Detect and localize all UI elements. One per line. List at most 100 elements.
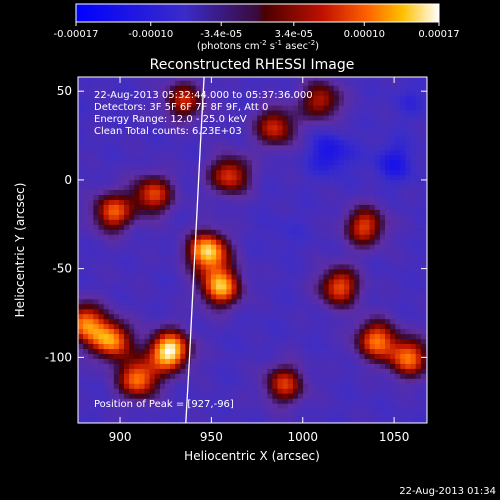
heatmap-cell	[369, 90, 376, 96]
heatmap-cell	[313, 129, 319, 136]
heatmap-cell	[354, 169, 360, 176]
heatmap-cell	[252, 209, 258, 215]
heatmap-cell	[272, 363, 278, 369]
heatmap-cell	[318, 149, 325, 156]
heatmap-cell	[272, 100, 278, 106]
heatmap-cell	[359, 388, 365, 394]
heatmap-cell	[180, 283, 186, 290]
heatmap-cell	[93, 343, 99, 349]
heatmap-cell	[369, 194, 376, 200]
heatmap-cell	[415, 229, 422, 235]
heatmap-cell	[236, 358, 243, 364]
heatmap-cell	[282, 209, 289, 215]
heatmap-cell	[328, 274, 335, 280]
heatmap-cell	[216, 169, 222, 176]
heatmap-cell	[308, 249, 314, 255]
heatmap-cell	[175, 77, 181, 81]
heatmap-cell	[159, 333, 166, 340]
heatmap-cell	[415, 278, 422, 285]
heatmap-cell	[379, 159, 386, 166]
heatmap-cell	[195, 159, 202, 166]
heatmap-cell	[149, 124, 156, 131]
heatmap-cell	[165, 100, 171, 106]
heatmap-cell	[93, 85, 99, 91]
heatmap-cell	[175, 139, 181, 146]
heatmap-cell	[328, 209, 335, 215]
heatmap-cell	[231, 408, 238, 414]
heatmap-cell	[277, 80, 284, 86]
heatmap-cell	[159, 293, 166, 300]
heatmap-cell	[216, 333, 222, 340]
heatmap-cell	[272, 85, 278, 91]
heatmap-cell	[226, 174, 232, 181]
heatmap-cell	[333, 85, 340, 91]
heatmap-cell	[124, 129, 130, 136]
heatmap-cell	[108, 204, 115, 210]
heatmap-cell	[129, 124, 135, 131]
heatmap-cell	[308, 169, 314, 176]
heatmap-cell	[221, 144, 227, 151]
heatmap-cell	[415, 274, 422, 280]
heatmap-cell	[231, 115, 238, 121]
heatmap-cell	[267, 90, 273, 96]
heatmap-cell	[144, 274, 151, 280]
heatmap-cell	[344, 353, 350, 359]
heatmap-cell	[211, 105, 217, 111]
heatmap-cell	[318, 219, 325, 225]
heatmap-cell	[175, 85, 181, 91]
heatmap-cell	[236, 95, 243, 101]
heatmap-cell	[231, 149, 238, 156]
heatmap-cell	[149, 239, 156, 245]
heatmap-cell	[216, 95, 222, 101]
heatmap-cell	[308, 214, 314, 220]
heatmap-cell	[200, 408, 207, 414]
heatmap-cell	[134, 194, 140, 200]
heatmap-cell	[282, 388, 289, 394]
heatmap-cell	[144, 224, 151, 230]
heatmap-cell	[103, 105, 110, 111]
heatmap-cell	[154, 363, 161, 369]
heatmap-cell	[349, 249, 355, 255]
heatmap-cell	[282, 154, 289, 161]
heatmap-cell	[129, 244, 135, 250]
heatmap-cell	[205, 100, 212, 106]
heatmap-cell	[313, 343, 319, 349]
heatmap-cell	[405, 383, 411, 389]
heatmap-cell	[395, 259, 401, 265]
heatmap-cell	[369, 85, 376, 91]
heatmap-cell	[236, 333, 243, 340]
plot-frame	[77, 76, 428, 424]
heatmap-cell	[308, 353, 314, 359]
heatmap-cell	[405, 418, 411, 423]
heatmap-cell	[338, 408, 345, 414]
heatmap-cell	[175, 174, 181, 181]
heatmap-cell	[374, 95, 381, 101]
heatmap-cell	[241, 358, 248, 364]
heatmap-cell	[139, 194, 145, 200]
heatmap-cell	[134, 154, 140, 161]
heatmap-cell	[103, 283, 110, 290]
heatmap-cell	[205, 288, 212, 295]
heatmap-cell	[344, 264, 350, 270]
heatmap-cell	[170, 139, 176, 146]
heatmap-cell	[308, 194, 314, 200]
heatmap-cell	[241, 95, 248, 101]
heatmap-cell	[379, 343, 386, 349]
heatmap-cell	[108, 194, 115, 200]
heatmap-cell	[226, 283, 232, 290]
heatmap-cell	[190, 134, 197, 141]
heatmap-cell	[385, 90, 391, 96]
heatmap-cell	[385, 338, 391, 344]
heatmap-cell	[221, 110, 227, 116]
heatmap-cell	[410, 95, 417, 101]
heatmap-cell	[390, 115, 396, 121]
heatmap-cell	[369, 154, 376, 161]
heatmap-cell	[98, 378, 105, 384]
heatmap-cell	[425, 408, 427, 414]
heatmap-cell	[170, 169, 176, 176]
heatmap-cell	[282, 269, 289, 275]
heatmap-cell	[226, 77, 232, 81]
heatmap-cell	[241, 134, 248, 141]
heatmap-cell	[400, 85, 406, 91]
heatmap-cell	[405, 368, 411, 374]
